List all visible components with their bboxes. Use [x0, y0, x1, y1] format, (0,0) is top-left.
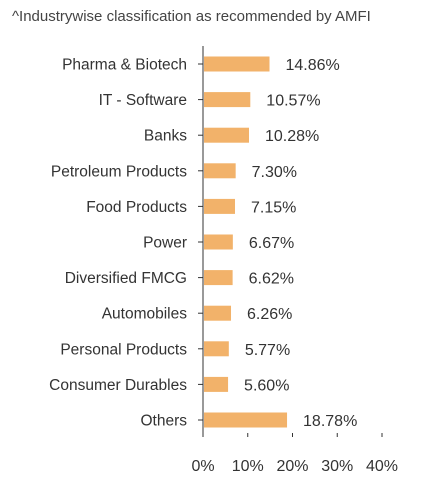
category-label: Pharma & Biotech — [62, 57, 187, 74]
category-label: Food Products — [86, 199, 187, 216]
bar — [204, 127, 250, 143]
data-label: 6.67% — [249, 235, 294, 252]
category-label: Petroleum Products — [51, 163, 187, 180]
data-label: 10.28% — [265, 128, 319, 145]
bar — [204, 56, 270, 72]
data-label: 6.62% — [249, 271, 294, 288]
data-label: 5.60% — [244, 377, 289, 394]
x-tick-label: 40% — [366, 458, 398, 475]
bar — [204, 234, 233, 250]
x-tick-label: 0% — [191, 458, 214, 475]
bar — [204, 376, 229, 392]
category-label: Personal Products — [60, 341, 187, 358]
bar — [204, 412, 288, 428]
data-label: 7.15% — [251, 199, 296, 216]
x-tick-label: 10% — [232, 458, 264, 475]
category-label: Automobiles — [102, 306, 188, 323]
x-tick-label: 30% — [321, 458, 353, 475]
data-label: 18.78% — [303, 413, 357, 430]
data-label: 5.77% — [245, 342, 290, 359]
bar — [204, 341, 229, 357]
category-label: IT - Software — [99, 92, 187, 109]
bar — [204, 198, 235, 214]
category-label: Diversified FMCG — [65, 270, 187, 287]
data-label: 6.26% — [247, 306, 292, 323]
bar — [204, 305, 232, 321]
chart-subtitle: ^Industrywise classification as recommen… — [12, 8, 371, 25]
data-label: 14.86% — [285, 57, 339, 74]
bar — [204, 270, 233, 286]
data-label: 10.57% — [266, 93, 320, 110]
category-label: Banks — [144, 128, 187, 145]
category-label: Others — [140, 413, 187, 430]
bar — [204, 92, 251, 108]
data-label: 7.30% — [252, 164, 297, 181]
category-label: Power — [143, 235, 187, 252]
x-tick-label: 20% — [276, 458, 308, 475]
bar — [204, 163, 236, 179]
category-label: Consumer Durables — [49, 377, 187, 394]
